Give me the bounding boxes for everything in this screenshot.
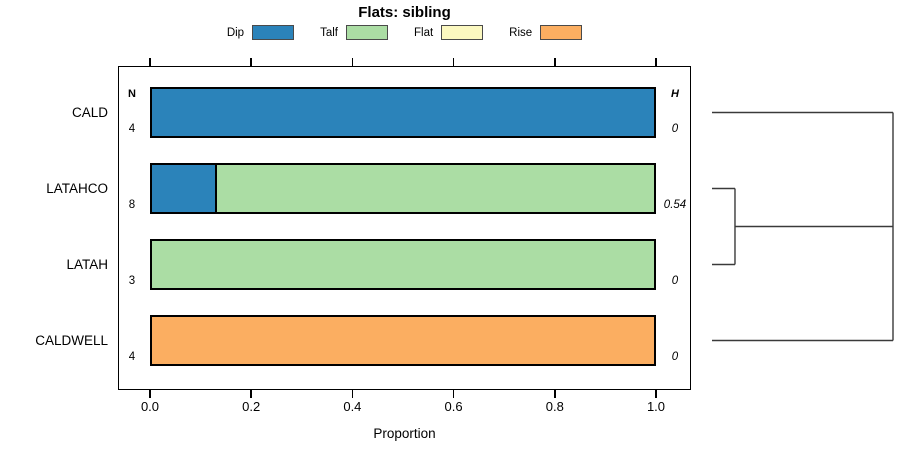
n-value-latah: 3: [128, 275, 136, 287]
x-tick-top: [554, 58, 556, 66]
legend-item-flat: Flat: [413, 25, 484, 40]
h-value-caldwell: 0: [671, 351, 679, 363]
legend-label: Flat: [413, 26, 434, 39]
x-tick-label: 0.0: [140, 399, 160, 414]
x-tick-label: 0.2: [242, 399, 261, 414]
x-tick-label: 0.4: [343, 399, 362, 414]
h-value-cald: 0: [671, 123, 679, 135]
x-tick-bottom: [452, 390, 455, 398]
x-tick-top: [655, 58, 657, 66]
x-tick-top: [149, 58, 151, 66]
legend-label: Talf: [320, 26, 338, 39]
x-tick-top: [452, 58, 455, 66]
category-label-cald: CALD: [71, 104, 108, 120]
bar-segment-talf: [214, 165, 654, 212]
bar-segment-talf: [152, 241, 654, 288]
bar-segment-rise: [152, 317, 654, 364]
x-tick-label: 0.8: [545, 399, 564, 414]
x-tick-label: 1.0: [646, 399, 666, 414]
legend-swatch-flat: [441, 25, 484, 40]
h-value-latahco: 0.54: [663, 199, 687, 211]
legend-swatch-talf: [345, 25, 388, 40]
n-column-header: N: [128, 88, 136, 100]
chart-title: Flats: sibling: [358, 4, 451, 21]
n-value-latahco: 8: [128, 199, 136, 211]
x-tick-top: [351, 58, 354, 66]
n-value-caldwell: 4: [128, 351, 136, 363]
legend-item-dip: Dip: [226, 25, 295, 40]
n-value-cald: 4: [128, 123, 136, 135]
x-tick-bottom: [149, 390, 151, 398]
stacked-bar-cald: [150, 87, 656, 138]
bar-segment-dip: [152, 165, 215, 212]
h-value-latah: 0: [671, 275, 679, 287]
stacked-bar-latah: [150, 239, 656, 290]
legend-label: Dip: [226, 26, 245, 39]
plot-box: [118, 66, 691, 390]
legend-swatch-dip: [252, 25, 295, 40]
x-axis-label: Proportion: [373, 426, 436, 441]
legend: Dip Talf Flat Rise: [118, 25, 691, 40]
h-column-header: H: [671, 88, 679, 100]
stacked-bar-caldwell: [150, 315, 656, 366]
bar-segment-dip: [152, 89, 654, 136]
x-tick-bottom: [554, 390, 556, 398]
x-tick-bottom: [351, 390, 354, 398]
x-tick-label: 0.6: [444, 399, 463, 414]
legend-item-talf: Talf: [320, 25, 388, 40]
x-tick-bottom: [655, 390, 657, 398]
legend-item-rise: Rise: [509, 25, 583, 40]
category-label-latahco: LATAHCO: [46, 180, 108, 196]
legend-label: Rise: [509, 26, 533, 39]
category-label-caldwell: CALDWELL: [35, 332, 108, 348]
category-label-latah: LATAH: [66, 256, 108, 272]
x-tick-bottom: [250, 390, 252, 398]
legend-swatch-rise: [540, 25, 583, 40]
stacked-bar-latahco: [150, 163, 656, 214]
x-tick-top: [250, 58, 252, 66]
